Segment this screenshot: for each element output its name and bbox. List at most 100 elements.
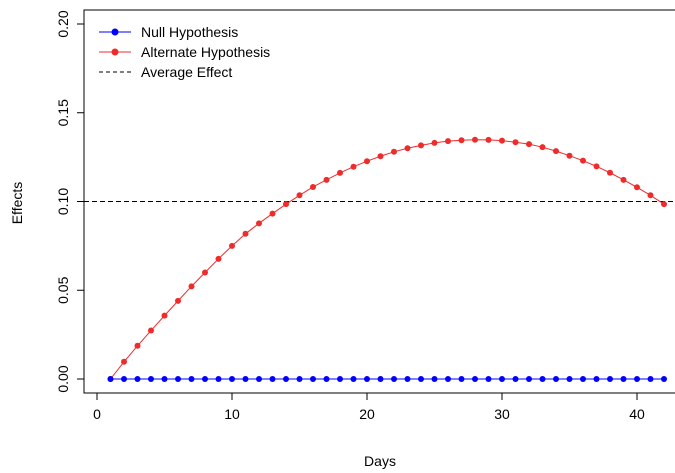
data-point-null-hypothesis xyxy=(337,376,343,382)
data-point-alternate-hypothesis xyxy=(310,183,316,190)
legend-item-alternate: Alternate Hypothesis xyxy=(99,44,270,60)
data-point-alternate-hypothesis xyxy=(337,169,343,176)
data-point-null-hypothesis xyxy=(445,376,451,382)
data-point-alternate-hypothesis xyxy=(242,230,249,237)
data-point-null-hypothesis xyxy=(323,376,330,382)
data-point-alternate-hypothesis xyxy=(661,201,667,208)
data-point-alternate-hypothesis xyxy=(526,141,532,148)
data-point-null-hypothesis xyxy=(310,376,316,382)
data-point-alternate-hypothesis xyxy=(539,144,546,151)
data-point-null-hypothesis xyxy=(661,376,667,382)
series-line-alternate-hypothesis xyxy=(110,139,665,380)
data-point-null-hypothesis xyxy=(485,376,492,382)
data-point-alternate-hypothesis xyxy=(175,297,181,304)
data-point-alternate-hypothesis xyxy=(283,201,289,208)
data-point-null-hypothesis xyxy=(499,376,505,382)
data-point-null-hypothesis xyxy=(566,376,573,382)
data-point-null-hypothesis xyxy=(391,376,397,382)
data-point-null-hypothesis xyxy=(107,376,114,382)
series-layer xyxy=(107,136,667,382)
data-point-alternate-hypothesis xyxy=(647,192,654,199)
data-point-alternate-hypothesis xyxy=(364,158,370,165)
data-point-alternate-hypothesis xyxy=(553,148,559,155)
x-tick-label: 30 xyxy=(494,406,510,422)
y-tick-label: 0.00 xyxy=(55,365,71,392)
data-point-null-hypothesis xyxy=(404,376,411,382)
x-axis: 0 10 20 30 40 xyxy=(93,392,645,422)
data-point-null-hypothesis xyxy=(256,376,262,382)
data-point-null-hypothesis xyxy=(377,376,384,382)
data-point-null-hypothesis xyxy=(472,376,478,382)
legend-item-null: Null Hypothesis xyxy=(99,24,238,40)
data-point-alternate-hypothesis xyxy=(269,210,276,217)
legend: Null Hypothesis Alternate Hypothesis Ave… xyxy=(99,24,270,80)
data-point-alternate-hypothesis xyxy=(485,136,492,143)
data-point-alternate-hypothesis xyxy=(512,139,519,146)
data-point-alternate-hypothesis xyxy=(472,136,478,143)
y-tick-label: 0.05 xyxy=(55,276,71,303)
data-point-null-hypothesis xyxy=(134,376,141,382)
data-point-null-hypothesis xyxy=(539,376,546,382)
legend-null-label: Null Hypothesis xyxy=(141,24,238,40)
data-point-alternate-hypothesis xyxy=(215,255,222,262)
data-point-null-hypothesis xyxy=(202,376,208,382)
data-point-null-hypothesis xyxy=(229,376,235,382)
y-axis-title: Effects xyxy=(9,182,25,225)
data-point-null-hypothesis xyxy=(458,376,465,382)
data-point-null-hypothesis xyxy=(175,376,181,382)
x-ticks: 0 10 20 30 40 xyxy=(93,393,645,422)
data-point-null-hypothesis xyxy=(242,376,249,382)
data-point-null-hypothesis xyxy=(121,376,127,382)
data-point-alternate-hypothesis xyxy=(323,176,330,183)
data-point-alternate-hypothesis xyxy=(458,137,465,144)
data-point-null-hypothesis xyxy=(364,376,370,382)
data-point-null-hypothesis xyxy=(283,376,289,382)
data-point-null-hypothesis xyxy=(512,376,519,382)
data-point-null-hypothesis xyxy=(647,376,654,382)
data-point-null-hypothesis xyxy=(607,376,613,382)
legend-alternate-marker-icon xyxy=(111,48,119,56)
data-point-null-hypothesis xyxy=(215,376,222,382)
x-tick-label: 40 xyxy=(629,406,645,422)
data-point-alternate-hypothesis xyxy=(445,138,451,145)
data-point-alternate-hypothesis xyxy=(593,163,600,170)
legend-item-average: Average Effect xyxy=(99,64,232,80)
legend-null-marker-icon xyxy=(111,28,119,36)
data-point-alternate-hypothesis xyxy=(188,283,195,290)
data-point-null-hypothesis xyxy=(350,376,357,382)
data-point-alternate-hypothesis xyxy=(148,327,154,334)
data-point-alternate-hypothesis xyxy=(634,184,640,191)
data-point-alternate-hypothesis xyxy=(229,242,235,249)
data-point-null-hypothesis xyxy=(553,376,559,382)
y-axis: 0.00 0.05 0.10 0.15 0.20 xyxy=(55,10,85,393)
y-tick-label: 0.15 xyxy=(55,99,71,126)
data-point-alternate-hypothesis xyxy=(121,358,127,365)
data-point-alternate-hypothesis xyxy=(391,148,397,155)
data-point-null-hypothesis xyxy=(620,376,627,382)
data-point-alternate-hypothesis xyxy=(161,312,168,319)
data-point-alternate-hypothesis xyxy=(377,153,384,160)
data-point-alternate-hypothesis xyxy=(499,137,505,144)
x-axis-title: Days xyxy=(364,453,396,469)
data-point-alternate-hypothesis xyxy=(418,142,424,149)
data-point-alternate-hypothesis xyxy=(566,152,573,159)
data-point-null-hypothesis xyxy=(634,376,640,382)
data-point-alternate-hypothesis xyxy=(350,163,357,170)
data-point-alternate-hypothesis xyxy=(202,269,208,276)
y-ticks: 0.00 0.05 0.10 0.15 0.20 xyxy=(55,10,84,393)
data-point-null-hypothesis xyxy=(580,376,586,382)
legend-average-label: Average Effect xyxy=(141,64,232,80)
data-point-alternate-hypothesis xyxy=(431,139,438,146)
data-point-alternate-hypothesis xyxy=(134,342,141,349)
data-point-null-hypothesis xyxy=(418,376,424,382)
data-point-null-hypothesis xyxy=(188,376,195,382)
data-point-alternate-hypothesis xyxy=(256,220,262,227)
data-point-alternate-hypothesis xyxy=(620,176,627,183)
data-point-null-hypothesis xyxy=(161,376,168,382)
x-tick-label: 10 xyxy=(224,406,240,422)
data-point-alternate-hypothesis xyxy=(404,145,411,152)
data-point-null-hypothesis xyxy=(269,376,276,382)
x-tick-label: 20 xyxy=(359,406,375,422)
y-tick-label: 0.20 xyxy=(55,10,71,37)
